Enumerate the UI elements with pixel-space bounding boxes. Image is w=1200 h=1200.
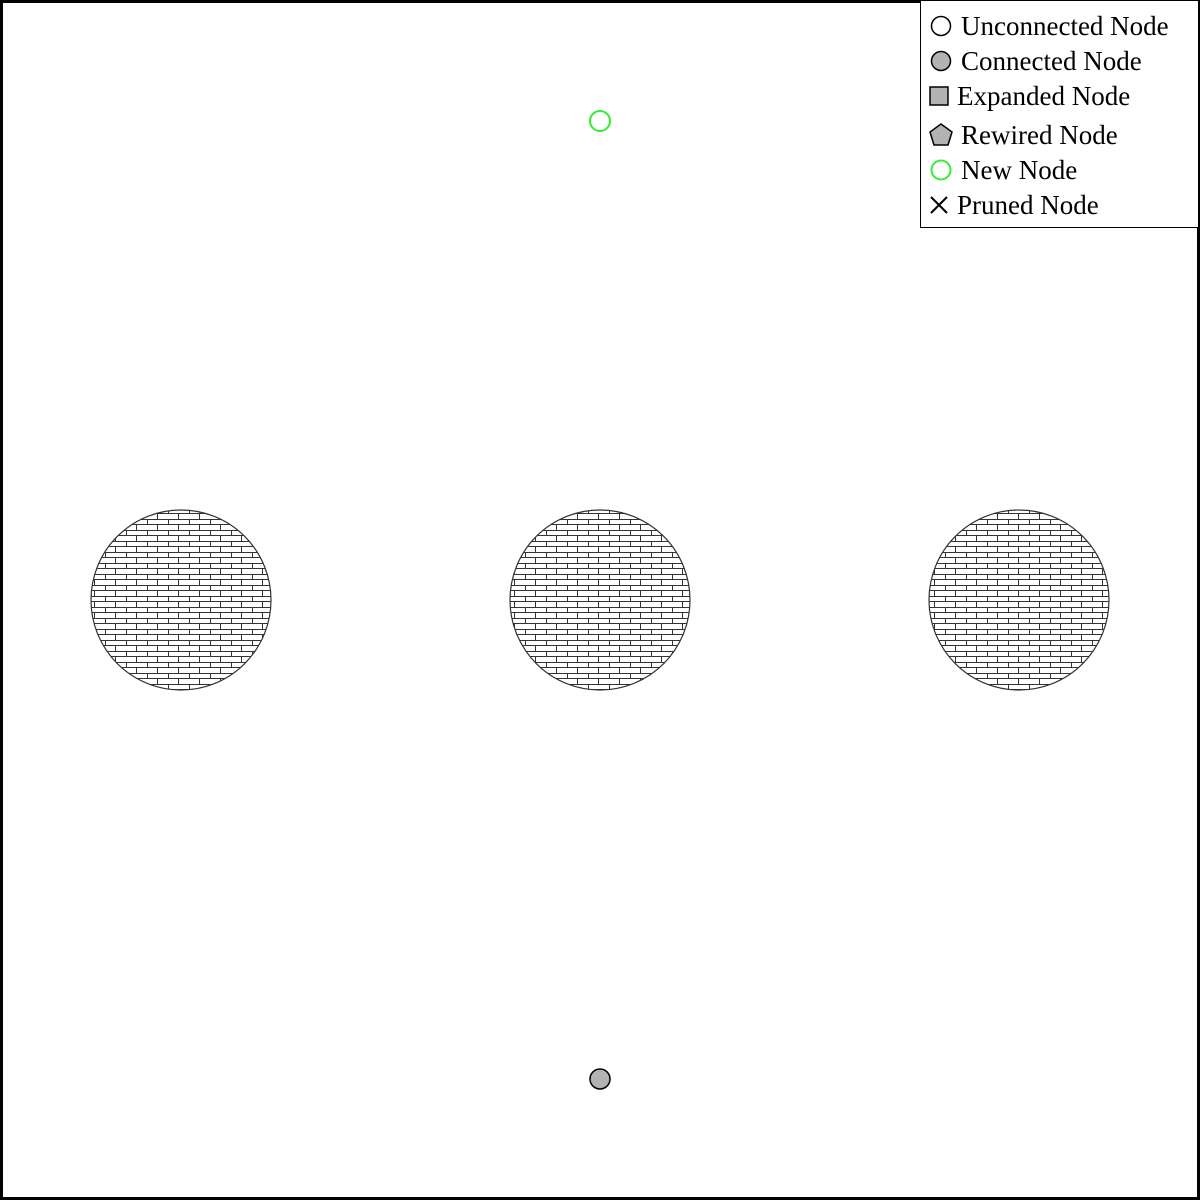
center-obstacle <box>509 509 691 691</box>
unconnected-node-icon <box>921 9 961 43</box>
rewired-node-icon <box>921 118 961 152</box>
legend-item-rewired: Rewired Node <box>921 118 1118 152</box>
obstacles <box>90 509 1110 691</box>
legend-item-expanded: Expanded Node <box>921 79 1130 113</box>
legend-item-connected: Connected Node <box>921 44 1142 78</box>
legend-label: Unconnected Node <box>961 11 1169 41</box>
legend-item-unconnected: Unconnected Node <box>921 9 1169 43</box>
legend-label: New Node <box>961 155 1078 185</box>
goal-node <box>589 110 611 132</box>
left-obstacle <box>90 509 272 691</box>
legend-label: Connected Node <box>961 46 1142 76</box>
legend-item-pruned: Pruned Node <box>921 188 1099 222</box>
pruned-node-icon <box>921 188 957 222</box>
new-node-icon <box>921 153 961 187</box>
legend-label: Pruned Node <box>957 190 1099 220</box>
start-node <box>589 1068 611 1090</box>
connected-node-icon <box>921 44 961 78</box>
legend-label: Expanded Node <box>957 81 1131 111</box>
right-obstacle <box>928 509 1110 691</box>
legend-label: Rewired Node <box>961 120 1118 150</box>
expanded-node-icon <box>921 79 957 113</box>
legend-item-new: New Node <box>921 153 1077 187</box>
legend: Unconnected Node Connected Node Expanded… <box>920 1 1198 228</box>
nodes <box>589 110 611 1090</box>
